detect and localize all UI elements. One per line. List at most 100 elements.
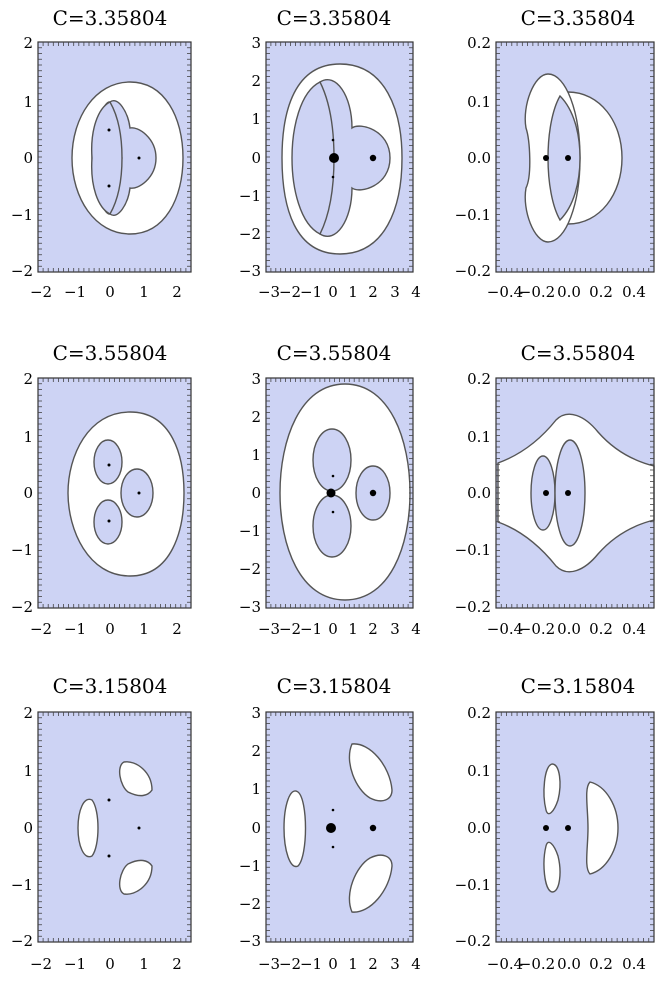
panel-8-island-top <box>348 743 393 802</box>
panel-5-lobe-top <box>312 428 352 492</box>
panel-2-primary-point <box>329 153 339 163</box>
panel-9-forbidden-region <box>496 712 654 942</box>
panel-3-ytick: 0.1 <box>467 93 491 111</box>
panel-2-xtick: 1 <box>348 283 358 301</box>
panel-3-ytick: 0.0 <box>467 149 491 167</box>
panel-7-island-left <box>77 798 99 858</box>
panel-1-primary-point <box>107 184 111 188</box>
panel-2-xtick: 2 <box>368 283 378 301</box>
panel-2-ytick: −1 <box>239 187 261 205</box>
panel-8-xtick: 3 <box>390 955 400 973</box>
panel-5-secondary-point <box>369 489 377 497</box>
panel-6-yticks: 0.2 0.1 0.0 −0.1 −0.2 <box>455 370 491 616</box>
panel-9-ytick: 0.1 <box>467 762 491 780</box>
panel-3-ytick: −0.2 <box>455 262 491 280</box>
panel-1-primary-point <box>107 128 111 132</box>
panel-5-ytick: 3 <box>251 370 261 388</box>
panel-8-ytick: 0 <box>251 819 261 837</box>
panel-9-xtick: 0.0 <box>557 955 581 973</box>
panel-6-primary-point <box>543 490 549 496</box>
panel-8-xtick: −2 <box>279 955 301 973</box>
panel-4-xtick: −1 <box>64 620 86 638</box>
panel-2-ytick: 0 <box>251 149 261 167</box>
panel-2-secondary-point <box>369 154 377 162</box>
panel-2-ytick: −2 <box>239 225 261 243</box>
panel-7-ytick: 2 <box>23 704 33 722</box>
panel-1-xtick: 0 <box>105 283 115 301</box>
panel-8-ytick: 1 <box>251 780 261 798</box>
panel-5-ytick: −2 <box>239 560 261 578</box>
panel-8-island-bottom <box>348 854 393 913</box>
panel-2-ytick: 1 <box>251 110 261 128</box>
panel-5-allowed-region <box>279 383 411 601</box>
panel-8-island-left <box>283 790 307 868</box>
panel-9-island-right <box>586 781 619 875</box>
panel-3-secondary-point <box>565 155 571 161</box>
panel-1-xtick: 1 <box>139 283 149 301</box>
panel-2-xticks: −3 −2 −1 0 1 2 3 4 <box>258 283 421 301</box>
panel-8-xtick: 2 <box>368 955 378 973</box>
panel-8-ytick: −3 <box>239 932 261 950</box>
panel-4-primary-point <box>107 519 111 523</box>
panel-5-lagrange-point <box>331 474 335 478</box>
panel-4-yticks: 2 1 0 −1 −2 <box>11 370 33 616</box>
panel-9: C=3.15804 0.2 0.1 0.0 −0.1 −0.2 −0.4 −0.… <box>455 674 655 973</box>
panel-1-primary-point <box>137 156 141 160</box>
panel-3-xtick: 0.0 <box>557 283 581 301</box>
panel-2-xtick: −3 <box>258 283 280 301</box>
panel-8-xticks: −3 −2 −1 0 1 2 3 4 <box>258 955 421 973</box>
panel-9-xticks: −0.4 −0.2 0.0 0.2 0.4 <box>487 955 646 973</box>
panel-5-primary-point <box>326 488 336 498</box>
panel-5-ytick: −1 <box>239 522 261 540</box>
panel-9-island-upper <box>543 763 561 815</box>
panel-9-xtick: −0.2 <box>519 955 555 973</box>
panel-4-ytick: 1 <box>23 428 33 446</box>
panel-1-xtick: −2 <box>30 283 52 301</box>
panel-4-ytick: −2 <box>11 598 33 616</box>
panel-5-yticks: 3 2 1 0 −1 −2 −3 <box>239 370 261 616</box>
panel-3: C=3.35804 0.2 0.1 0.0 −0.1 −0.2 −0.4 −0.… <box>455 6 655 301</box>
panel-8-yticks: 3 2 1 0 −1 −2 −3 <box>239 704 261 950</box>
panel-1-xticks: −2 −1 0 1 2 <box>30 283 182 301</box>
panel-5-ytick: 1 <box>251 446 261 464</box>
panel-9-yticks: 0.2 0.1 0.0 −0.1 −0.2 <box>455 704 491 950</box>
panel-8-ytick: −2 <box>239 895 261 913</box>
panel-1-title: C=3.35804 <box>53 6 168 30</box>
panel-9-ytick: −0.1 <box>455 876 491 894</box>
panel-8-xtick: 0 <box>328 955 338 973</box>
panel-7-ytick: 0 <box>23 819 33 837</box>
panel-1-left-lobe <box>90 101 123 215</box>
panel-5-xtick: −3 <box>258 620 280 638</box>
panel-9-xtick: 0.2 <box>589 955 613 973</box>
panel-1-ytick: 2 <box>23 34 33 52</box>
panel-6-ytick: −0.1 <box>455 541 491 559</box>
panel-4-xtick: −2 <box>30 620 52 638</box>
panel-6: C=3.55804 0.2 0.1 0.0 −0.1 −0.2 −0.4 −0.… <box>455 341 655 638</box>
panel-4-primary-point <box>107 463 111 467</box>
panel-5-xtick: −1 <box>300 620 322 638</box>
panel-6-ytick: 0.2 <box>467 370 491 388</box>
panel-4-xticks: −2 −1 0 1 2 <box>30 620 182 638</box>
panel-3-primary-point <box>543 155 549 161</box>
panel-2-ytick: 3 <box>251 34 261 52</box>
panel-6-title: C=3.55804 <box>521 341 636 365</box>
panel-2-left-lobe <box>291 81 335 235</box>
panel-7: C=3.15804 2 1 0 −1 −2 −2 −1 0 1 2 <box>11 674 192 973</box>
panel-7-title: C=3.15804 <box>53 674 168 698</box>
panel-8-xtick: −1 <box>300 955 322 973</box>
panel-3-ytick: −0.1 <box>455 206 491 224</box>
panel-3-yticks: 0.2 0.1 0.0 −0.1 −0.2 <box>455 34 491 280</box>
panel-5-xtick: 2 <box>368 620 378 638</box>
panel-7-yticks: 2 1 0 −1 −2 <box>11 704 33 950</box>
panel-7-primary-point <box>107 854 111 858</box>
panel-1-ytick: 0 <box>23 149 33 167</box>
panel-5-xtick: −2 <box>279 620 301 638</box>
panel-6-ytick: 0.0 <box>467 484 491 502</box>
panel-7-island-top <box>118 761 153 797</box>
panel-2-ytick: −3 <box>239 262 261 280</box>
panel-1: C=3.35804 2 1 0 −1 −2 −2 −1 0 1 2 <box>11 6 192 301</box>
panel-5-xtick: 1 <box>348 620 358 638</box>
panel-8-lagrange-point <box>331 845 335 849</box>
panel-3-ytick: 0.2 <box>467 34 491 52</box>
panel-5-ytick: −3 <box>239 598 261 616</box>
